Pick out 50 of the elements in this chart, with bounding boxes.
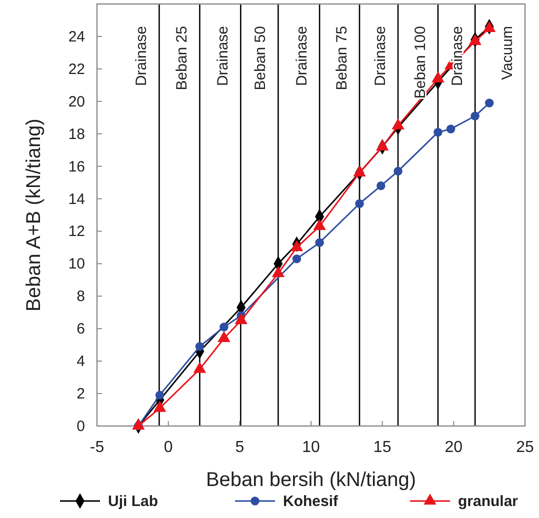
- y-tick-label: 20: [68, 93, 85, 110]
- point: [470, 112, 480, 120]
- point: [434, 128, 442, 137]
- annotation: Beban 100: [412, 26, 429, 99]
- legend-label: Uji Lab: [108, 493, 158, 510]
- y-tick-label: 4: [76, 353, 85, 370]
- point: [292, 254, 302, 264]
- point: [313, 219, 326, 230]
- point: [482, 21, 496, 32]
- y-tick-label: 16: [68, 158, 85, 176]
- y-tick-label: 0: [76, 418, 85, 435]
- y-tick-label: 6: [76, 320, 85, 338]
- point: [220, 322, 228, 332]
- x-tick-label: 0: [164, 439, 173, 456]
- point: [355, 199, 364, 208]
- point: [376, 181, 386, 190]
- legend-label: Kohesif: [283, 493, 340, 510]
- x-tick-label: -5: [90, 439, 104, 456]
- y-axis-title: Beban A+B (kN/tiang): [23, 118, 45, 312]
- x-tick-label: 20: [444, 439, 463, 456]
- y-tick-label: 22: [68, 60, 85, 78]
- y-tick-label: 10: [68, 256, 85, 273]
- x-axis-title: Beban bersih (kN/tiang): [206, 469, 416, 491]
- x-tick-label: 10: [302, 439, 320, 456]
- point: [218, 331, 230, 342]
- annotation: Beban 75: [334, 26, 351, 90]
- x-tick-label: 15: [373, 439, 392, 456]
- x-tick-label: 25: [516, 439, 534, 456]
- point: [446, 124, 456, 134]
- annotation: Drainase: [214, 26, 232, 86]
- y-tick-label: 12: [68, 223, 85, 240]
- y-tick-label: 14: [68, 190, 85, 208]
- y-tick-label: 18: [68, 126, 85, 143]
- y-tick-label: 8: [76, 288, 85, 306]
- y-tick-label: 2: [76, 386, 85, 403]
- point: [394, 166, 402, 176]
- point: [195, 342, 204, 351]
- annotation: Drainase: [133, 26, 150, 86]
- annotation: Vacuum: [499, 26, 516, 80]
- annotation: Beban 25: [174, 26, 191, 90]
- x-tick-label: 5: [235, 439, 244, 456]
- point: [484, 98, 494, 108]
- annotation: Beban 50: [252, 26, 270, 90]
- annotation: Drainase: [372, 26, 390, 86]
- y-tick-label: 24: [68, 28, 85, 46]
- point: [315, 238, 324, 247]
- legend-label: granular: [458, 493, 518, 510]
- annotation: Drainase: [294, 26, 311, 86]
- annotation: Drainase: [449, 26, 466, 86]
- point: [155, 390, 164, 400]
